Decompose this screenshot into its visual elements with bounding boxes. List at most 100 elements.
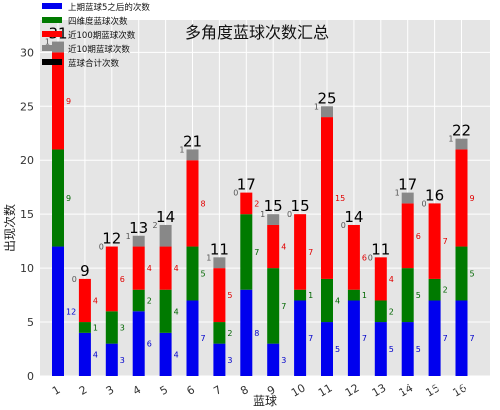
segment-value-label: 2 — [389, 307, 394, 316]
segment-value-label: 1 — [126, 232, 131, 241]
segment-value-label: 2 — [254, 199, 259, 208]
bar-segment — [347, 224, 360, 290]
y-tick-label: 25 — [20, 100, 34, 113]
segment-value-label: 3 — [120, 356, 125, 365]
bar-segment — [347, 300, 360, 376]
segment-value-label: 9 — [470, 194, 475, 203]
segment-value-label: 2 — [153, 221, 158, 230]
segment-value-label: 1 — [448, 135, 453, 144]
bar-segment — [159, 224, 172, 247]
segment-value-label: 1 — [308, 291, 313, 300]
segment-value-label: 2 — [443, 286, 448, 295]
segment-value-label: 4 — [174, 307, 179, 316]
bar-segment — [267, 224, 280, 269]
bar-segment — [159, 332, 172, 376]
total-value-label: 22 — [452, 122, 471, 140]
legend-swatch — [42, 31, 62, 37]
total-value-label: 21 — [183, 132, 202, 150]
bar-segment — [52, 246, 64, 376]
bar-segment — [321, 106, 333, 118]
bar-segment — [105, 246, 118, 312]
x-tick-label: 15 — [424, 381, 443, 399]
segment-value-label: 4 — [93, 296, 98, 305]
segment-value-label: 1 — [45, 38, 50, 47]
bar-segment — [267, 268, 280, 344]
segment-value-label: 1 — [362, 291, 367, 300]
bar-segment — [294, 300, 307, 376]
segment-value-label: 7 — [281, 302, 286, 311]
segment-value-label: 4 — [389, 275, 394, 284]
total-value-label: 15 — [291, 197, 310, 215]
x-tick-label: 1 — [50, 383, 63, 398]
segment-value-label: 4 — [281, 243, 286, 252]
bar-segment — [186, 300, 199, 376]
total-value-label: 16 — [425, 186, 444, 204]
x-tick-label: 8 — [238, 383, 251, 398]
segment-value-label: 1 — [314, 102, 319, 111]
bar-segment — [132, 289, 145, 312]
segment-value-label: 15 — [335, 194, 345, 203]
total-value-label: 15 — [264, 197, 283, 215]
segment-value-label: 7 — [201, 334, 206, 343]
total-value-label: 25 — [317, 89, 336, 107]
segment-value-label: 0 — [341, 221, 346, 230]
bar-segment — [267, 214, 280, 225]
x-tick-label: 16 — [450, 381, 469, 399]
total-value-label: 17 — [398, 176, 417, 194]
bar-segment — [105, 311, 118, 344]
bar-segment — [159, 246, 172, 290]
segment-value-label: 6 — [147, 340, 152, 349]
segment-value-label: 8 — [254, 329, 259, 338]
segment-value-label: 9 — [66, 97, 71, 106]
total-value-label: 13 — [129, 219, 148, 237]
bar-segment — [294, 289, 307, 301]
bar-segment — [401, 322, 414, 376]
bar-segment — [213, 257, 226, 269]
segment-value-label: 4 — [174, 264, 179, 273]
total-value-label: 14 — [344, 208, 363, 226]
bar-segment — [78, 278, 91, 323]
bar-segment — [401, 268, 414, 323]
bar-segment — [213, 268, 226, 323]
x-axis-label: 蓝球 — [253, 394, 277, 408]
bar-segment — [132, 311, 145, 376]
y-tick-label: 10 — [20, 262, 34, 275]
bar-segment — [455, 138, 468, 150]
bar-segment — [347, 289, 360, 301]
y-tick-label: 5 — [27, 316, 34, 329]
x-tick-label: 2 — [77, 383, 90, 398]
segment-value-label: 0 — [422, 199, 427, 208]
segment-value-label: 7 — [362, 334, 367, 343]
segment-value-label: 5 — [416, 291, 421, 300]
bar-segment — [401, 203, 414, 269]
x-tick-label: 6 — [184, 383, 197, 398]
segment-value-label: 7 — [308, 334, 313, 343]
y-tick-label: 30 — [20, 46, 34, 59]
bar-segment — [213, 343, 226, 376]
segment-value-label: 5 — [389, 345, 394, 354]
bar-segment — [374, 300, 387, 323]
bar-segment — [105, 343, 118, 376]
segment-value-label: 4 — [93, 350, 98, 359]
x-tick-label: 13 — [370, 381, 389, 399]
segment-value-label: 6 — [120, 275, 125, 284]
y-tick-label: 20 — [20, 154, 34, 167]
segment-value-label: 8 — [201, 199, 206, 208]
bar-segment — [321, 117, 333, 279]
legend-label: 近100期蓝球次数 — [68, 30, 136, 41]
segment-value-label: 3 — [281, 356, 286, 365]
bar-segment — [240, 289, 253, 376]
bar-segment — [132, 246, 145, 290]
bar-segment — [78, 332, 91, 376]
segment-value-label: 6 — [362, 253, 367, 262]
total-value-label: 9 — [80, 262, 90, 280]
legend-swatch — [42, 17, 62, 23]
segment-value-label: 1 — [260, 210, 265, 219]
x-tick-label: 10 — [289, 381, 308, 399]
bar-segment — [78, 322, 91, 333]
legend-swatch — [42, 59, 62, 65]
bar-segment — [455, 246, 468, 301]
segment-value-label: 7 — [308, 248, 313, 257]
total-value-label: 11 — [371, 240, 390, 258]
